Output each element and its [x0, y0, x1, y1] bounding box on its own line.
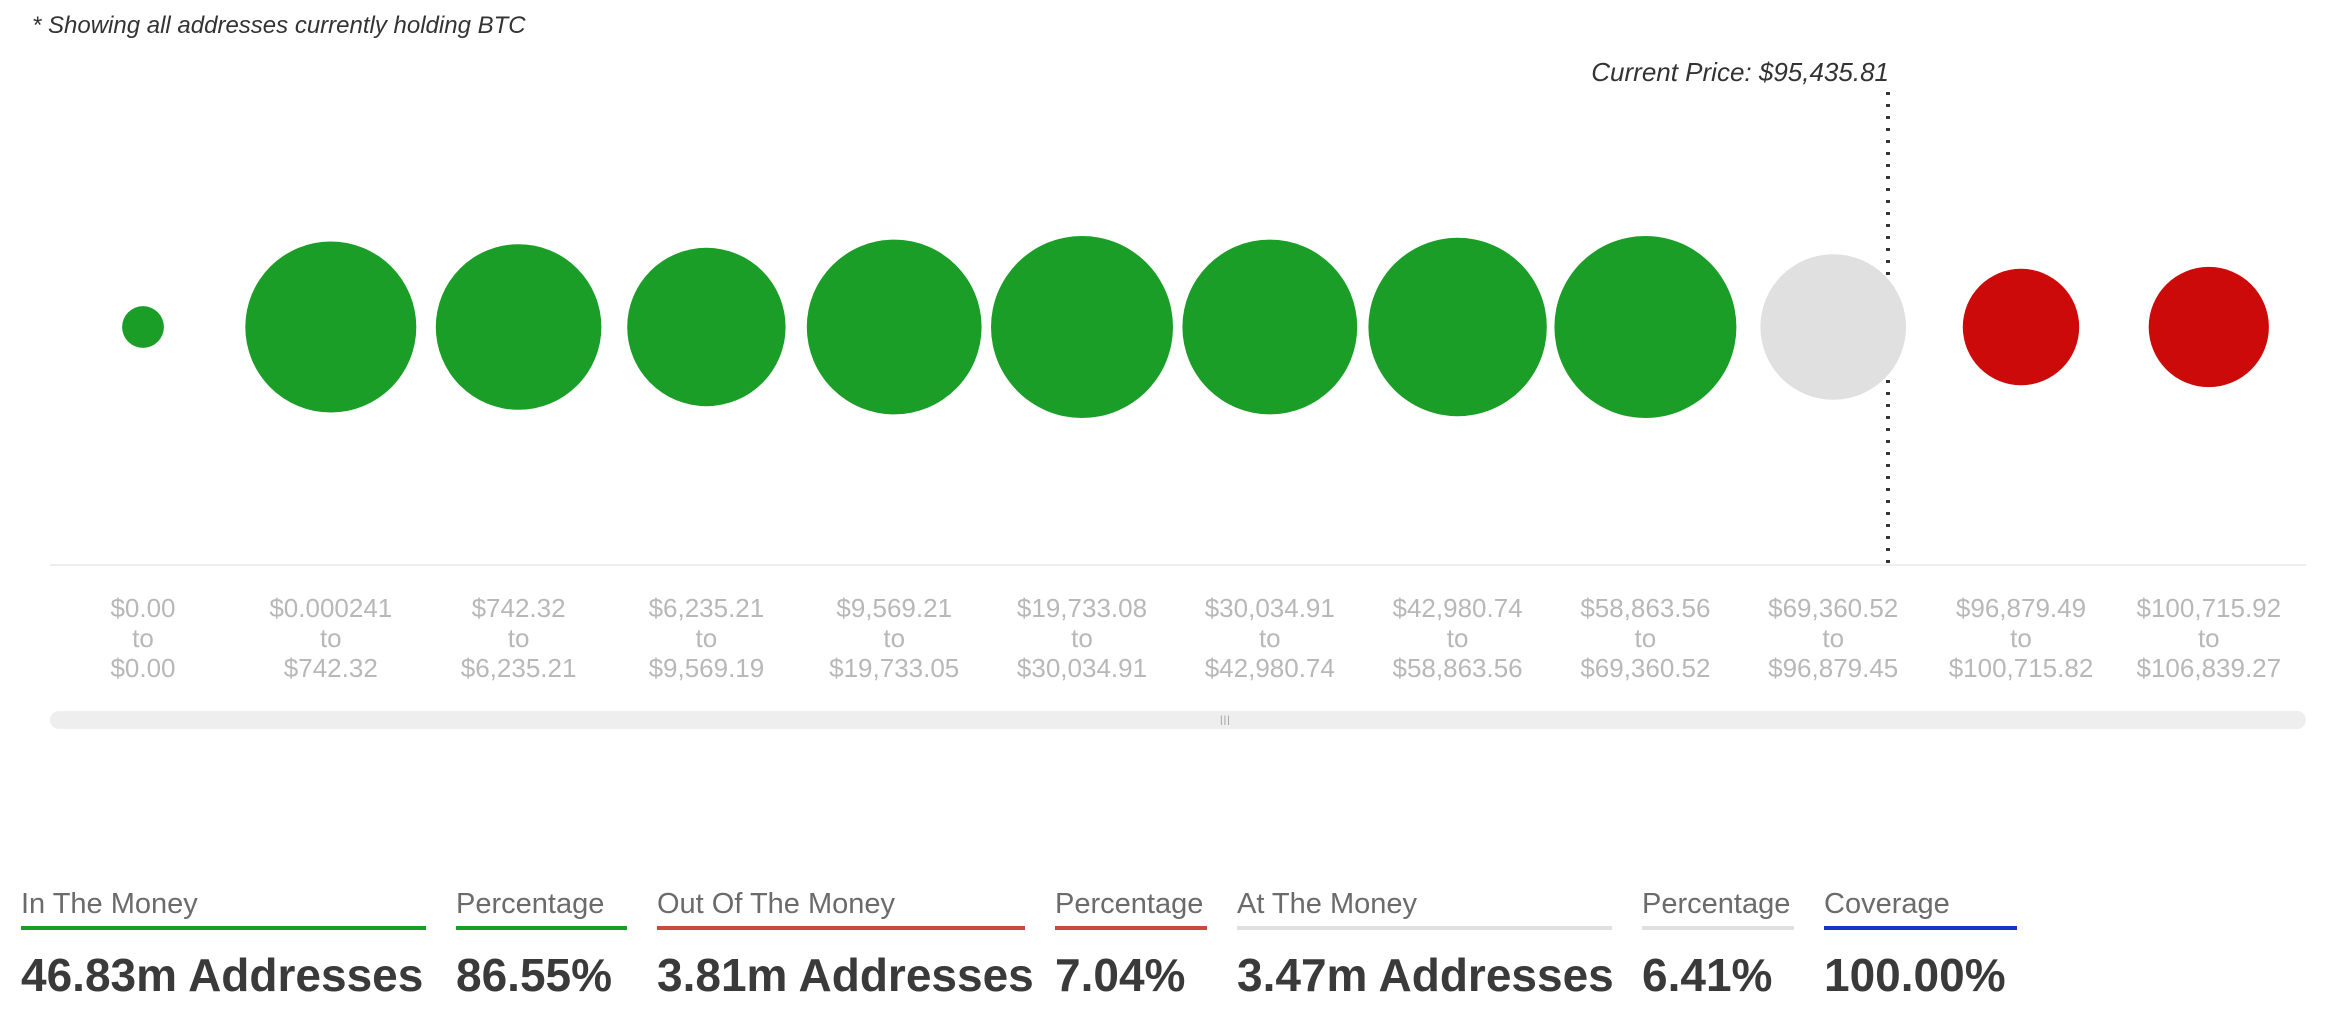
tick-to-11: $100,715.82: [1949, 653, 2094, 683]
stat-label: In The Money: [21, 888, 198, 920]
stat-label: Coverage: [1824, 888, 1950, 920]
bubble-chart: Current Price: $95,435.81 $0.00to$0.00$0…: [50, 57, 2306, 683]
tick-to-6: $30,034.91: [1017, 653, 1147, 683]
scroll-grip-icon[interactable]: |||: [1220, 715, 1231, 726]
stat-value: 3.47m Addresses: [1237, 949, 1614, 1001]
tick-to-5: $19,733.05: [829, 653, 959, 683]
tick-to-word-10: to: [1822, 623, 1844, 653]
stat-color-bar: [657, 926, 1025, 930]
tick-to-7: $42,980.74: [1205, 653, 1335, 683]
tick-to-4: $9,569.19: [649, 653, 765, 683]
tick-to-1: $0.00: [110, 653, 175, 683]
stat-color-bar: [1642, 926, 1794, 930]
tick-to-word-11: to: [2010, 623, 2032, 653]
tick-to-word-5: to: [883, 623, 905, 653]
stat-color-bar: [1824, 926, 2017, 930]
bubble-5[interactable]: [806, 239, 982, 415]
stat-value: 46.83m Addresses: [21, 949, 424, 1001]
tick-from-8: $42,980.74: [1393, 593, 1523, 623]
tick-to-12: $106,839.27: [2137, 653, 2282, 683]
tick-to-word-1: to: [132, 623, 154, 653]
tick-to-word-9: to: [1635, 623, 1657, 653]
stat-value: 6.41%: [1642, 949, 1773, 1001]
tick-to-word-8: to: [1447, 623, 1469, 653]
tick-to-3: $6,235.21: [461, 653, 577, 683]
stat-value: 86.55%: [456, 949, 613, 1001]
bubble-11[interactable]: [1962, 268, 2080, 386]
tick-from-1: $0.00: [110, 593, 175, 623]
tick-from-11: $96,879.49: [1956, 593, 2086, 623]
stat-label: Percentage: [1642, 888, 1791, 920]
stat-out-percentage: Percentage 7.04%: [1055, 884, 1207, 1002]
bubbles-group: [122, 236, 2269, 418]
bubble-7[interactable]: [1182, 239, 1358, 415]
bubble-3[interactable]: [435, 244, 602, 410]
stat-at-the-money: At The Money 3.47m Addresses: [1237, 884, 1614, 1002]
stat-label: Percentage: [1055, 888, 1204, 920]
stat-out-of-the-money: Out Of The Money 3.81m Addresses: [657, 884, 1034, 1002]
bubble-8[interactable]: [1368, 237, 1547, 417]
tick-to-word-3: to: [508, 623, 530, 653]
stat-color-bar: [1237, 926, 1612, 930]
tick-from-9: $58,863.56: [1580, 593, 1710, 623]
tick-to-word-6: to: [1071, 623, 1093, 653]
tick-to-8: $58,863.56: [1393, 653, 1523, 683]
tick-to-word-12: to: [2198, 623, 2220, 653]
horizontal-scrollbar[interactable]: |||: [50, 711, 2306, 729]
current-price-label: Current Price: $95,435.81: [1591, 57, 1889, 87]
bubble-1[interactable]: [122, 306, 164, 348]
bubble-4[interactable]: [627, 247, 786, 407]
tick-from-5: $9,569.21: [836, 593, 952, 623]
tick-to-word-4: to: [696, 623, 718, 653]
tick-from-10: $69,360.52: [1768, 593, 1898, 623]
stat-value: 3.81m Addresses: [657, 949, 1034, 1001]
tick-labels-group: $0.00to$0.00$0.000241to$742.32$742.32to$…: [110, 593, 2281, 683]
stat-coverage: Coverage 100.00%: [1824, 884, 2017, 1002]
stat-label: At The Money: [1237, 888, 1418, 920]
tick-from-7: $30,034.91: [1205, 593, 1335, 623]
stat-value: 7.04%: [1055, 949, 1186, 1001]
tick-to-word-2: to: [320, 623, 342, 653]
bubble-6[interactable]: [991, 236, 1173, 418]
stat-color-bar: [456, 926, 627, 930]
tick-from-6: $19,733.08: [1017, 593, 1147, 623]
tick-to-10: $96,879.45: [1768, 653, 1898, 683]
tick-to-9: $69,360.52: [1580, 653, 1710, 683]
tick-from-2: $0.000241: [269, 593, 392, 623]
stat-label: Percentage: [456, 888, 605, 920]
tick-to-word-7: to: [1259, 623, 1281, 653]
stat-label: Out Of The Money: [657, 888, 896, 920]
stat-color-bar: [1055, 926, 1207, 930]
stat-in-percentage: Percentage 86.55%: [456, 884, 627, 1002]
tick-from-4: $6,235.21: [649, 593, 765, 623]
tick-from-3: $742.32: [472, 593, 566, 623]
tick-to-2: $742.32: [284, 653, 378, 683]
chart-footnote: * Showing all addresses currently holdin…: [32, 12, 526, 39]
bubble-10[interactable]: [1760, 254, 1906, 400]
tick-from-12: $100,715.92: [2137, 593, 2282, 623]
stat-value: 100.00%: [1824, 949, 2006, 1001]
bubble-9[interactable]: [1554, 236, 1737, 418]
stat-color-bar: [21, 926, 426, 930]
stat-at-percentage: Percentage 6.41%: [1642, 884, 1794, 1002]
bubble-2[interactable]: [245, 241, 417, 413]
bubble-12[interactable]: [2148, 266, 2269, 388]
stat-in-the-money: In The Money 46.83m Addresses: [21, 884, 426, 1002]
